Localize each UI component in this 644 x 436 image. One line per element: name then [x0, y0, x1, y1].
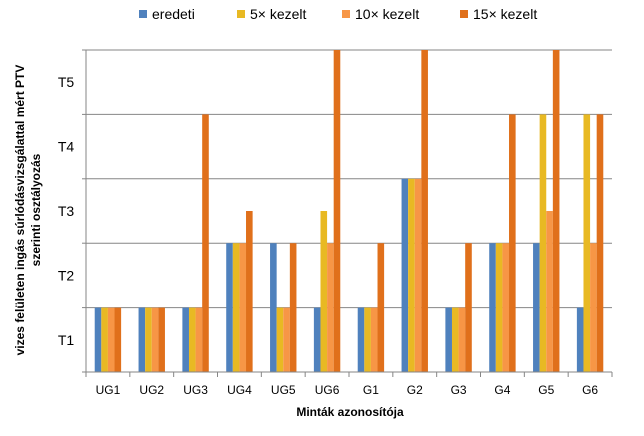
- bar-g4-3: [502, 243, 510, 372]
- y-axis-title-line1: vizes felületen ingás súrlódásvizsgálatt…: [13, 65, 27, 356]
- y-tick-label: T1: [58, 332, 75, 348]
- legend-swatch: [460, 10, 468, 18]
- bar-g4-1: [489, 243, 496, 372]
- y-tick-label: T5: [58, 74, 75, 90]
- bar-ug6-3: [327, 243, 334, 372]
- bar-ug5-1: [270, 243, 277, 372]
- legend-label: 15× kezelt: [473, 6, 537, 22]
- axes: [82, 49, 613, 377]
- legend: eredeti 5× kezelt 10× kezelt 15× kezelt: [139, 6, 537, 22]
- legend-label: eredeti: [152, 6, 195, 22]
- bar-ug2-3: [151, 307, 159, 372]
- x-tick-label: UG2: [139, 383, 164, 397]
- bar-ug3-4: [202, 114, 209, 373]
- bar-ug6-2: [320, 211, 328, 372]
- bar-g1-1: [357, 307, 365, 372]
- x-tick-label: UG5: [271, 383, 296, 397]
- bar-ug2-2: [145, 307, 152, 372]
- bar-g2-1: [401, 178, 409, 372]
- bar-g6-2: [583, 114, 591, 373]
- bar-g3-4: [465, 243, 472, 372]
- y-tick-label: T2: [58, 267, 75, 283]
- legend-swatch: [342, 10, 350, 18]
- y-axis-title-line2: szerinti osztályozás: [29, 153, 43, 266]
- bar-ug5-4: [289, 243, 297, 372]
- y-tick-label: T3: [58, 203, 75, 219]
- bar-ug1-4: [114, 307, 122, 372]
- bar-ug5-2: [276, 307, 284, 372]
- legend-swatch: [139, 10, 147, 18]
- bar-g5-3: [546, 211, 553, 372]
- bar-g1-2: [364, 307, 371, 372]
- bar-g3-1: [445, 307, 452, 372]
- bar-g1-3: [370, 307, 378, 372]
- legend-label: 10× kezelt: [355, 6, 419, 22]
- y-tick-label: T4: [58, 139, 75, 155]
- x-tick-labels: UG1 UG2 UG3 UG4 UG5 UG6 G1 G2 G3 G4 G5 G6: [96, 383, 599, 397]
- gridlines: [86, 49, 612, 309]
- x-tick-label: UG3: [183, 383, 208, 397]
- bar-g6-1: [576, 307, 584, 372]
- x-tick-label: G4: [494, 383, 510, 397]
- bar-ug3-2: [188, 307, 196, 372]
- bar-ug4-1: [226, 243, 233, 372]
- bar-ug6-4: [333, 50, 341, 372]
- x-tick-label: G6: [582, 383, 598, 397]
- x-axis-title: Minták azonosítója: [296, 405, 404, 419]
- bar-ug6-1: [313, 307, 321, 372]
- bar-g6-3: [590, 243, 597, 372]
- bar-ug4-4: [246, 211, 253, 372]
- bar-ug2-4: [158, 307, 165, 372]
- x-tick-label: UG6: [315, 383, 340, 397]
- x-tick-label: G3: [451, 383, 467, 397]
- bar-g2-4: [421, 50, 428, 372]
- y-tick-labels: T1 T2 T3 T4 T5: [58, 74, 75, 348]
- x-tick-label: UG1: [96, 383, 121, 397]
- x-tick-label: G5: [538, 383, 554, 397]
- bar-g1-4: [377, 243, 385, 372]
- x-tick-label: UG4: [227, 383, 252, 397]
- bar-g4-2: [495, 243, 503, 372]
- bar-ug2-1: [138, 307, 146, 372]
- bar-ug1-1: [94, 307, 102, 372]
- bar-g6-4: [596, 114, 604, 373]
- legend-swatch: [237, 10, 245, 18]
- bar-ug1-2: [101, 307, 108, 372]
- bar-ug1-3: [107, 307, 115, 372]
- x-tick-label: G2: [407, 383, 423, 397]
- bar-g2-3: [414, 178, 422, 372]
- bar-g5-1: [533, 243, 540, 372]
- bar-ug3-1: [182, 307, 189, 372]
- bar-ug5-3: [283, 307, 290, 372]
- bar-ug4-2: [232, 243, 240, 372]
- bars: [94, 50, 604, 373]
- legend-label: 5× kezelt: [250, 6, 307, 22]
- bar-g4-4: [509, 114, 516, 373]
- bar-ug3-3: [195, 307, 203, 372]
- bar-g5-2: [539, 114, 547, 373]
- bar-g5-4: [552, 50, 560, 372]
- bar-g2-2: [408, 178, 415, 372]
- x-tick-label: G1: [363, 383, 379, 397]
- bar-ug4-3: [239, 243, 247, 372]
- bar-g3-2: [451, 307, 459, 372]
- bar-g3-3: [458, 307, 466, 372]
